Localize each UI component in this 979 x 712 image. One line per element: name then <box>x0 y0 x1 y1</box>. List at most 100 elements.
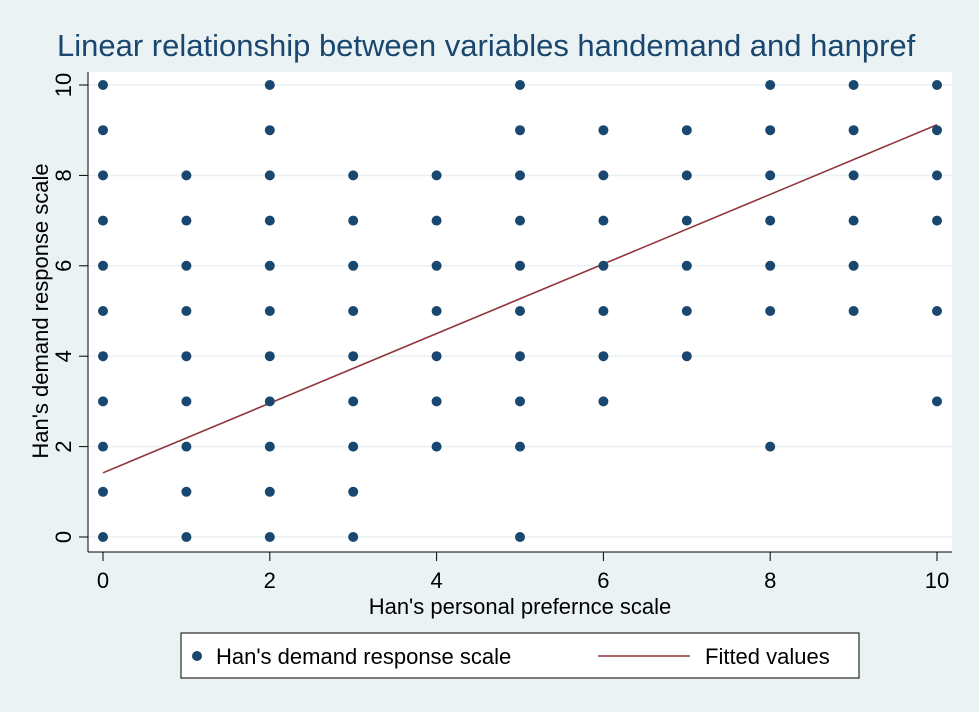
y-tick-label: 0 <box>51 531 76 543</box>
scatter-point <box>264 396 275 407</box>
scatter-point <box>515 532 525 542</box>
scatter-point <box>264 486 275 497</box>
scatter-point <box>348 441 359 452</box>
scatter-point <box>932 80 942 90</box>
scatter-point <box>515 170 525 181</box>
scatter-point <box>681 125 692 136</box>
x-tick-label: 0 <box>97 568 109 593</box>
scatter-point <box>681 351 692 362</box>
legend-marker-scatter <box>192 651 202 661</box>
y-tick-label: 4 <box>51 350 76 362</box>
scatter-point <box>848 80 859 90</box>
scatter-point <box>515 441 525 452</box>
x-tick-label: 4 <box>430 568 442 593</box>
axes: 0 2 4 6 8 10 0 2 4 6 8 10 <box>51 72 952 593</box>
scatter-point <box>515 306 525 316</box>
scatter-point <box>932 125 942 136</box>
scatter-point <box>98 170 108 181</box>
scatter-point <box>932 170 942 181</box>
scatter-point <box>181 351 192 362</box>
x-tick-label: 8 <box>764 568 776 593</box>
scatter-point <box>598 396 609 407</box>
scatter-point <box>765 125 776 136</box>
scatter-point <box>681 215 692 226</box>
y-tick-label: 8 <box>51 169 76 181</box>
scatter-point <box>264 125 275 136</box>
y-tick-label: 10 <box>51 73 76 97</box>
y-tick-label: 6 <box>51 260 76 272</box>
y-tick-label: 2 <box>51 440 76 452</box>
scatter-point <box>598 125 609 136</box>
scatter-point <box>98 351 108 362</box>
scatter-point <box>848 125 859 136</box>
scatter-point <box>765 260 776 271</box>
scatter-point <box>348 351 359 362</box>
fitted-line <box>102 124 938 474</box>
legend-label-fitted: Fitted values <box>705 644 830 669</box>
scatter-point <box>98 532 108 542</box>
scatter-point <box>598 215 609 226</box>
x-tick-label: 6 <box>597 568 609 593</box>
legend-label-scatter: Han's demand response scale <box>216 644 511 669</box>
scatter-point <box>765 215 776 226</box>
scatter-point <box>264 170 275 181</box>
scatter-point <box>848 260 859 271</box>
scatter-point <box>98 125 108 136</box>
scatter-point <box>348 532 359 542</box>
scatter-point <box>348 170 359 181</box>
scatter-point <box>98 260 108 271</box>
scatter-point <box>264 215 275 226</box>
scatter-point <box>431 260 442 271</box>
scatter-point <box>181 215 192 226</box>
scatter-point <box>681 260 692 271</box>
scatter-point <box>98 441 108 452</box>
scatter-point <box>264 351 275 362</box>
scatter-point <box>932 306 942 316</box>
scatter-point <box>98 215 108 226</box>
scatter-point <box>848 170 859 181</box>
scatter-point <box>98 306 108 316</box>
x-tick-label: 10 <box>925 568 949 593</box>
scatter-point <box>431 215 442 226</box>
scatter-point <box>765 170 776 181</box>
scatter-point <box>348 306 359 316</box>
chart-title: Linear relationship between variables ha… <box>57 28 916 63</box>
scatter-point <box>515 260 525 271</box>
scatter-point <box>765 441 776 452</box>
x-axis-label: Han's personal prefernce scale <box>369 594 672 619</box>
legend-box <box>180 632 860 679</box>
scatter-point <box>98 396 108 407</box>
scatter-point <box>181 306 192 316</box>
scatter-point <box>848 215 859 226</box>
scatter-point <box>348 215 359 226</box>
x-tick-label: 2 <box>264 568 276 593</box>
scatter-point <box>765 80 776 90</box>
scatter-point <box>848 306 859 316</box>
scatter-point <box>98 80 108 90</box>
scatter-point <box>515 215 525 226</box>
scatter-point <box>681 170 692 181</box>
scatter-point <box>515 80 525 90</box>
scatter-point <box>932 215 942 226</box>
scatter-point <box>515 125 525 136</box>
scatter-point <box>181 396 192 407</box>
scatter-point <box>264 260 275 271</box>
scatter-point <box>932 396 942 407</box>
scatter-point <box>264 80 275 90</box>
scatter-point <box>348 260 359 271</box>
scatter-point <box>181 170 192 181</box>
scatter-point <box>765 306 776 316</box>
scatter-point <box>515 396 525 407</box>
scatter-point <box>431 396 442 407</box>
scatter-points-layer <box>98 80 942 542</box>
y-axis-label: Han's demand response scale <box>28 163 53 458</box>
scatter-point <box>181 260 192 271</box>
scatter-point <box>431 441 442 452</box>
scatter-point <box>264 532 275 542</box>
scatter-point <box>181 486 192 497</box>
scatter-point <box>598 260 609 271</box>
scatter-point <box>264 441 275 452</box>
fitted-line-layer <box>102 124 938 474</box>
scatter-point <box>431 170 442 181</box>
